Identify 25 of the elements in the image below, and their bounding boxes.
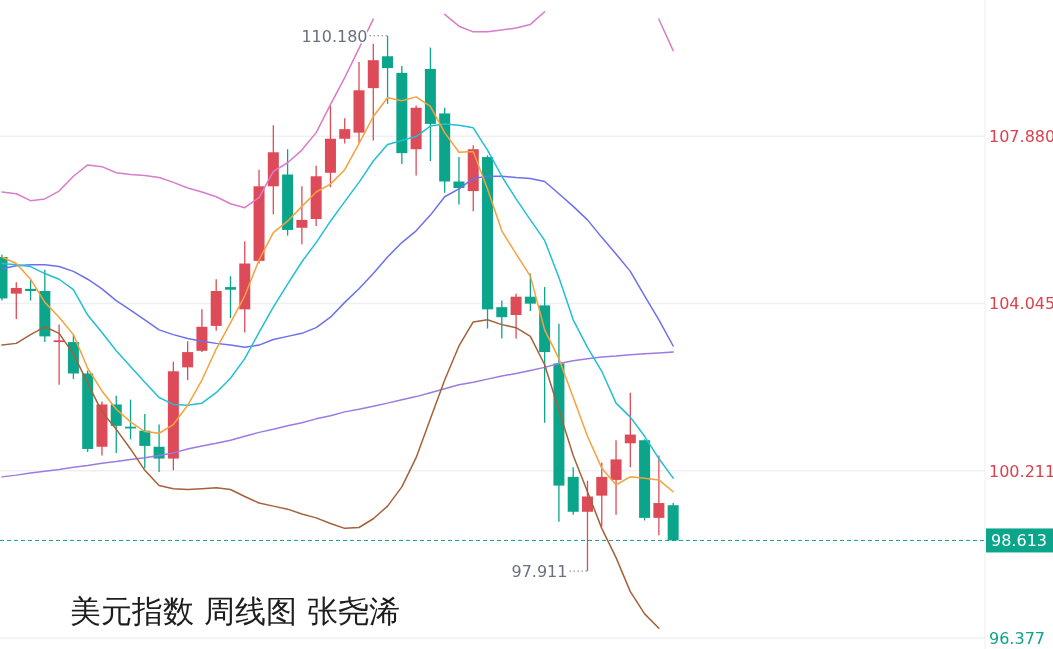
candlestick — [524, 272, 536, 312]
text: 美元指数 周线图 张尧浠 — [70, 593, 400, 629]
candlestick — [610, 439, 622, 516]
y-tick-label: 96.377 — [989, 629, 1045, 648]
price-mark: 97.911 — [511, 562, 588, 582]
candlestick — [110, 395, 122, 454]
candlestick — [382, 35, 394, 105]
candlestick — [139, 413, 151, 469]
candlestick — [624, 392, 636, 468]
candlestick — [596, 461, 608, 528]
y-tick-label: 100.211 — [989, 461, 1053, 481]
annotation: 97.911 — [511, 562, 568, 582]
candlestick — [182, 340, 194, 381]
candlestick — [25, 279, 37, 302]
ref-line-label: 98.613 — [991, 531, 1047, 551]
candlestick — [53, 323, 65, 386]
candlestick — [653, 454, 665, 536]
candlestick — [296, 185, 308, 245]
candlestick — [510, 292, 522, 340]
y-tick-label: 104.045 — [989, 294, 1053, 314]
candlestick — [496, 299, 508, 340]
candlestick — [339, 117, 351, 145]
candlestick — [196, 308, 208, 353]
candlestick — [224, 275, 236, 319]
candlestick — [10, 281, 22, 320]
